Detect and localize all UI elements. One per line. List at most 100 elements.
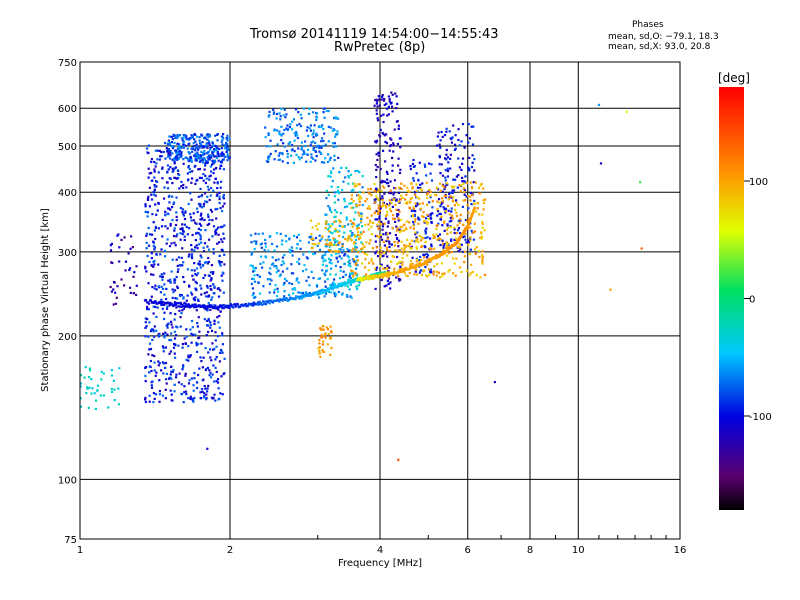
data-point <box>435 274 438 277</box>
data-point <box>369 188 373 191</box>
data-point <box>318 277 322 280</box>
data-point <box>329 259 332 262</box>
data-point <box>314 159 317 162</box>
data-point <box>199 263 202 266</box>
data-point <box>211 152 214 155</box>
data-point <box>389 287 392 290</box>
data-point <box>194 296 197 299</box>
data-point <box>324 143 327 146</box>
phase-stats-x: mean, sd,X: 93.0, 20.8 <box>608 42 711 52</box>
data-point <box>211 159 214 162</box>
data-point <box>451 217 454 220</box>
data-point <box>110 290 113 293</box>
data-point <box>168 352 171 355</box>
data-point <box>187 158 190 161</box>
data-point <box>163 336 166 339</box>
data-point <box>187 151 190 154</box>
data-point <box>165 242 168 245</box>
data-point <box>447 209 450 212</box>
data-point <box>361 243 364 246</box>
data-point <box>385 231 388 234</box>
data-point <box>222 194 225 197</box>
data-point <box>206 324 209 327</box>
data-point <box>282 114 285 117</box>
data-point <box>182 401 185 404</box>
data-point <box>194 333 197 336</box>
data-point <box>394 187 397 190</box>
data-point <box>167 279 170 282</box>
data-point <box>277 299 280 302</box>
data-point <box>413 213 416 216</box>
data-point <box>355 227 358 230</box>
data-point <box>297 147 300 150</box>
data-point <box>380 278 383 281</box>
data-point <box>324 259 327 262</box>
data-point <box>133 271 136 274</box>
data-point <box>389 189 392 192</box>
data-point <box>459 218 462 221</box>
data-point <box>296 124 299 127</box>
data-point <box>184 374 187 377</box>
data-point <box>318 144 321 148</box>
data-point <box>175 215 178 218</box>
data-point <box>157 263 160 266</box>
data-point <box>155 162 158 165</box>
data-point <box>291 120 294 123</box>
data-point <box>462 231 465 235</box>
data-point <box>288 298 291 302</box>
data-point <box>253 280 256 283</box>
data-point <box>360 215 363 218</box>
data-point <box>264 136 267 139</box>
data-point <box>216 207 219 211</box>
data-point <box>415 183 418 186</box>
data-point <box>381 225 385 228</box>
data-point <box>321 288 324 291</box>
data-point <box>172 133 175 136</box>
data-point <box>167 377 171 380</box>
data-point <box>380 205 383 208</box>
data-point <box>329 291 333 294</box>
data-point <box>290 246 293 249</box>
data-point <box>408 206 411 209</box>
data-point <box>279 115 282 118</box>
data-point <box>401 261 404 264</box>
data-point <box>223 372 226 375</box>
data-point <box>217 308 220 311</box>
data-point <box>333 284 337 287</box>
data-point <box>282 142 285 145</box>
data-point <box>212 154 215 157</box>
data-point <box>174 223 178 227</box>
data-point <box>429 214 432 217</box>
data-point <box>327 193 330 197</box>
data-point <box>347 256 350 259</box>
data-point <box>220 180 223 183</box>
data-point <box>192 400 195 403</box>
data-point <box>173 304 176 307</box>
data-point <box>147 226 150 230</box>
data-point <box>212 306 215 309</box>
data-point <box>209 194 212 197</box>
data-point <box>302 294 305 297</box>
data-point <box>186 294 189 297</box>
data-point <box>378 275 382 278</box>
data-point <box>333 243 336 246</box>
data-point <box>173 281 176 284</box>
data-point <box>256 273 259 277</box>
data-point <box>390 260 393 263</box>
data-point <box>185 335 188 338</box>
data-point <box>397 458 400 461</box>
data-point <box>417 222 420 225</box>
data-point <box>335 257 338 260</box>
data-point <box>144 396 147 400</box>
data-point <box>221 343 224 346</box>
data-point <box>184 211 187 214</box>
data-point <box>289 251 292 254</box>
data-point <box>414 210 417 213</box>
data-point <box>206 138 209 141</box>
data-point <box>285 240 288 243</box>
data-point <box>174 134 177 137</box>
data-point <box>315 285 319 288</box>
data-point <box>276 129 279 132</box>
x-tick-labels: 1 2 4 6 8 10 16 <box>77 545 687 556</box>
data-point <box>171 145 174 148</box>
